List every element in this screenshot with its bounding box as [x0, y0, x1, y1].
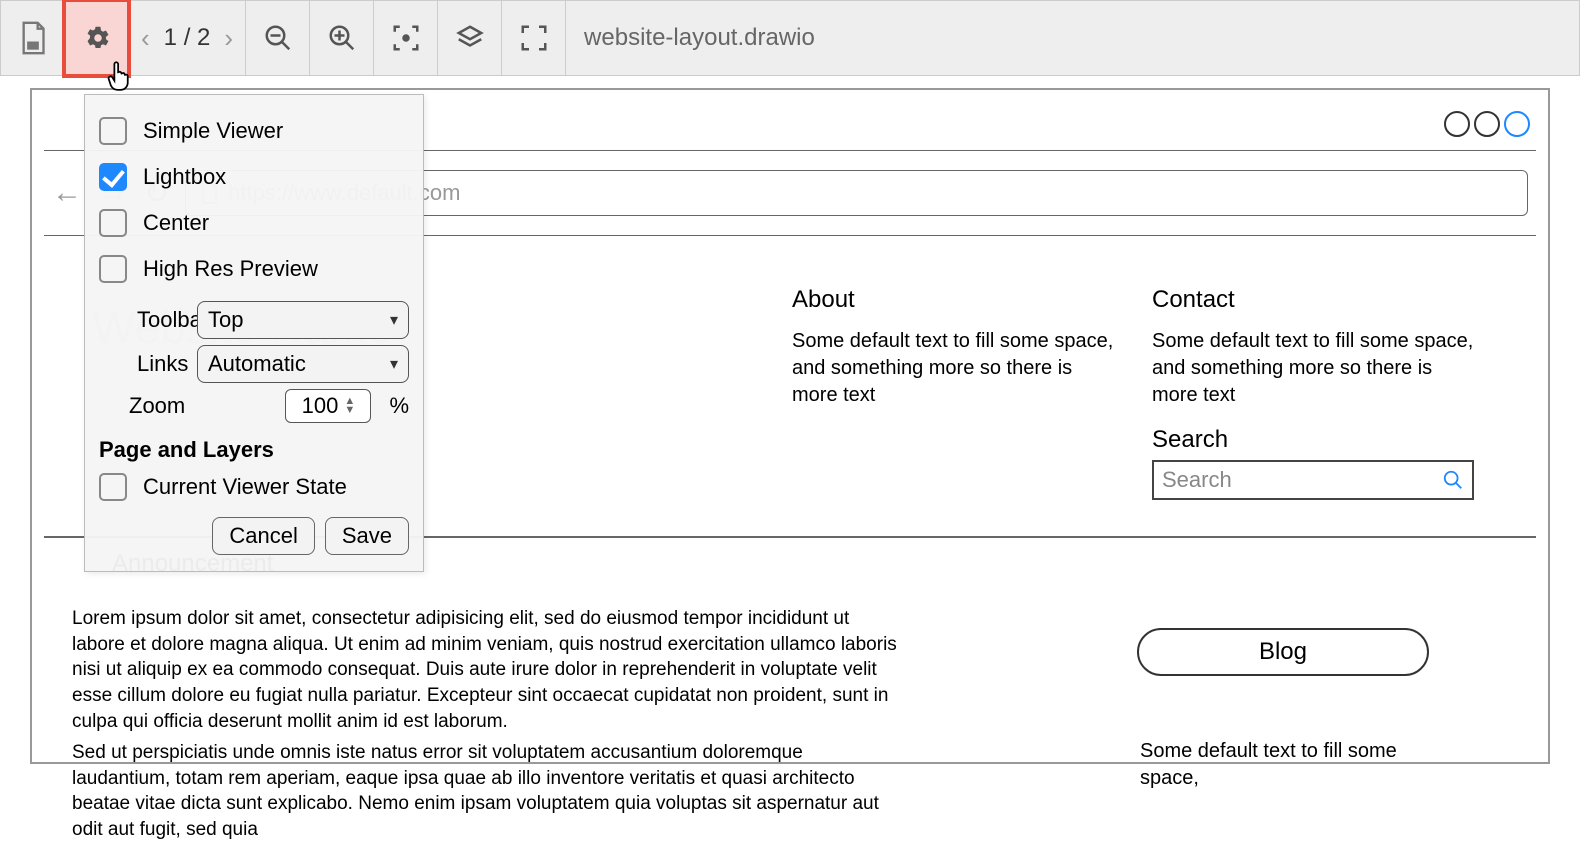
zoom-out-button[interactable]: [246, 1, 310, 75]
viewer-toolbar: ‹ 1 / 2 › website-layout.drawio: [0, 0, 1580, 76]
page-indicator: 1 / 2: [164, 24, 211, 52]
page-layers-heading: Page and Layers: [99, 437, 409, 463]
about-column: About Some default text to fill some spa…: [792, 286, 1122, 409]
lorem-paragraph: Lorem ipsum dolor sit amet, consectetur …: [72, 606, 902, 734]
toolbar-field: Toolbar Top ▾: [99, 301, 409, 339]
contact-heading: Contact: [1152, 286, 1482, 314]
center-option[interactable]: Center: [99, 209, 409, 237]
option-label: High Res Preview: [143, 256, 318, 282]
checkbox-icon[interactable]: [99, 209, 127, 237]
about-heading: About: [792, 286, 1122, 314]
chevron-down-icon: ▾: [390, 310, 398, 330]
preferences-popup: Simple Viewer Lightbox Center High Res P…: [84, 94, 424, 572]
lightbox-option[interactable]: Lightbox: [99, 163, 409, 191]
high-res-option[interactable]: High Res Preview: [99, 255, 409, 283]
zoom-value: 100: [302, 393, 339, 419]
filename-label: website-layout.drawio: [584, 24, 815, 52]
field-label: Zoom: [99, 393, 185, 419]
current-viewer-state-option[interactable]: Current Viewer State: [99, 473, 409, 501]
checkbox-icon[interactable]: [99, 117, 127, 145]
select-value: Top: [208, 307, 243, 333]
preferences-button[interactable]: [65, 1, 129, 75]
field-label: Toolbar: [99, 307, 185, 333]
option-label: Lightbox: [143, 164, 226, 190]
page-icon-button[interactable]: [1, 1, 65, 75]
blog-body: Some default text to fill some space,: [1140, 738, 1460, 792]
about-body: Some default text to fill some space, an…: [792, 328, 1122, 409]
option-label: Center: [143, 210, 209, 236]
zoom-in-button[interactable]: [310, 1, 374, 75]
zoom-spinner[interactable]: 100 ▲▼: [285, 389, 371, 423]
search-icon: [1442, 469, 1464, 491]
search-box: Search: [1152, 460, 1474, 500]
cancel-button[interactable]: Cancel: [212, 517, 314, 555]
page-navigator: ‹ 1 / 2 ›: [129, 1, 246, 75]
fit-page-button[interactable]: [374, 1, 438, 75]
zoom-field: Zoom 100 ▲▼ %: [99, 389, 409, 423]
select-value: Automatic: [208, 351, 306, 377]
checkbox-checked-icon[interactable]: [99, 163, 127, 191]
traffic-light-icon: [1504, 111, 1530, 137]
prev-page-button[interactable]: ‹: [141, 23, 150, 54]
save-button[interactable]: Save: [325, 517, 409, 555]
traffic-light-icon: [1444, 111, 1470, 137]
zoom-unit: %: [389, 393, 409, 419]
contact-body: Some default text to fill some space, an…: [1152, 328, 1482, 409]
popup-buttons: Cancel Save: [99, 517, 409, 555]
chevron-down-icon: ▾: [390, 354, 398, 374]
layers-button[interactable]: [438, 1, 502, 75]
back-arrow-icon: ←: [52, 176, 82, 210]
checkbox-icon[interactable]: [99, 473, 127, 501]
search-label: Search: [1152, 426, 1228, 454]
next-page-button[interactable]: ›: [224, 23, 233, 54]
checkbox-icon[interactable]: [99, 255, 127, 283]
option-label: Simple Viewer: [143, 118, 283, 144]
blog-button: Blog: [1137, 628, 1429, 676]
search-placeholder: Search: [1162, 467, 1232, 493]
toolbar-select[interactable]: Top ▾: [197, 301, 409, 339]
contact-column: Contact Some default text to fill some s…: [1152, 286, 1482, 409]
field-label: Links: [99, 351, 185, 377]
spinner-arrows-icon[interactable]: ▲▼: [344, 397, 355, 415]
fullscreen-button[interactable]: [502, 1, 566, 75]
option-label: Current Viewer State: [143, 474, 347, 500]
announcement-body: Lorem ipsum dolor sit amet, consectetur …: [72, 606, 902, 849]
simple-viewer-option[interactable]: Simple Viewer: [99, 117, 409, 145]
lorem-paragraph: Sed ut perspiciatis unde omnis iste natu…: [72, 740, 902, 843]
links-select[interactable]: Automatic ▾: [197, 345, 409, 383]
traffic-light-icon: [1474, 111, 1500, 137]
links-field: Links Automatic ▾: [99, 345, 409, 383]
